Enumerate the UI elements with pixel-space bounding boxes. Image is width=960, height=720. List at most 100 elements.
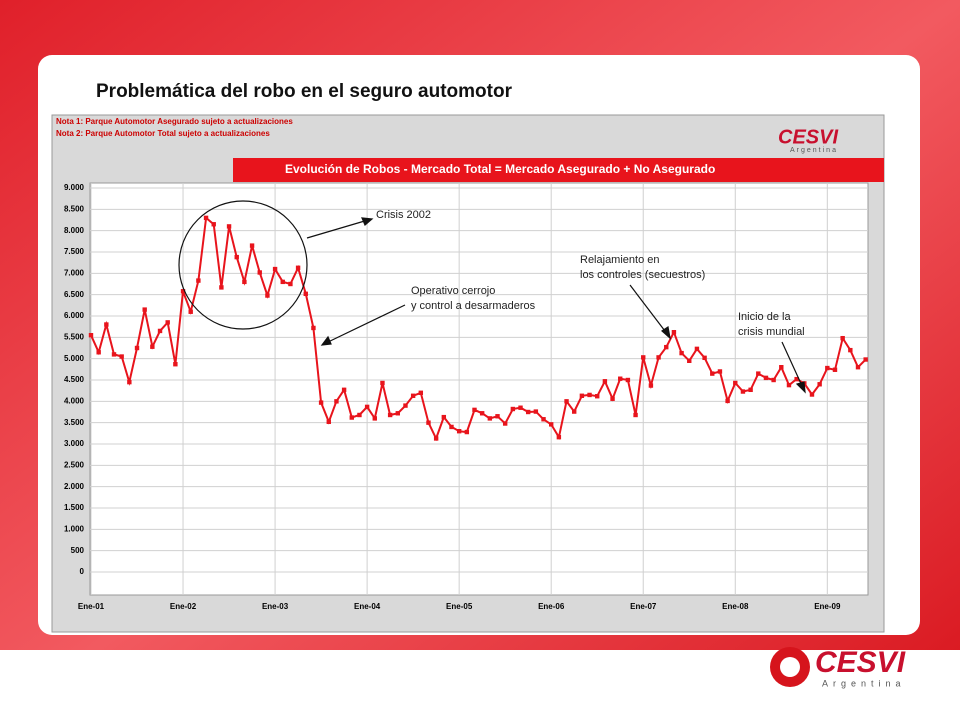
point: [825, 365, 830, 371]
plot: 0 500 1.000 1.500 2.000 2.500 3.000 3.500 4.000 4…: [64, 183, 868, 611]
point: [272, 266, 278, 272]
point: [679, 350, 684, 356]
point: [610, 396, 615, 401]
point: [142, 307, 147, 312]
highlight-circle: [178, 200, 308, 330]
point: [249, 243, 255, 248]
point: [572, 409, 577, 414]
point: [464, 429, 470, 435]
y-tick-label: 3.500: [64, 418, 85, 427]
x-tick-label: Ene-02: [170, 602, 197, 611]
point: [288, 281, 293, 287]
point: [771, 377, 776, 383]
point: [433, 436, 439, 441]
y-tick-label: 4.500: [64, 375, 85, 384]
note: Nota 2: Parque Automotor Total sujeto a …: [56, 129, 270, 138]
point: [349, 415, 354, 420]
point: [648, 383, 654, 388]
point: [165, 320, 170, 325]
point: [656, 355, 661, 360]
point: [525, 409, 531, 415]
point: [687, 358, 692, 363]
point: [817, 382, 822, 387]
y-tick-label: 3.000: [64, 439, 85, 448]
y-tick-label: 9.000: [64, 183, 85, 192]
annotation: Relajamiento en: [580, 254, 660, 266]
slide-title: Problemática del robo en el seguro autom…: [96, 81, 513, 102]
y-tick-label: 8.500: [64, 204, 85, 213]
point: [418, 390, 424, 395]
point: [449, 424, 454, 430]
y-tick-label: 7.000: [64, 268, 85, 277]
point: [587, 392, 592, 398]
point: [157, 328, 163, 334]
point: [633, 412, 638, 418]
annotation: Crisis 2002: [376, 209, 431, 221]
point: [364, 404, 370, 410]
chart-title: Evolución de Robos - Mercado Total = Mer…: [285, 162, 715, 176]
annotation: los controles (secuestros): [580, 269, 705, 281]
point: [88, 333, 94, 338]
annotation: Inicio de la: [738, 311, 791, 323]
point: [257, 270, 262, 275]
point: [671, 330, 677, 335]
y-tick-label: 7.500: [64, 247, 85, 256]
y-tick-label: 5.500: [64, 332, 85, 341]
point: [564, 399, 569, 404]
point: [487, 416, 493, 421]
point: [318, 400, 324, 405]
point: [518, 405, 523, 410]
point: [295, 265, 301, 270]
point: [134, 345, 140, 351]
point: [203, 215, 209, 221]
point: [96, 350, 101, 355]
point: [717, 369, 723, 374]
point: [733, 380, 738, 386]
x-tick-label: Ene-03: [262, 602, 289, 611]
y-tick-label: 500: [71, 546, 85, 555]
point: [495, 414, 500, 419]
x-tick-label: Ene-05: [446, 602, 473, 611]
annotation: crisis mundial: [738, 326, 805, 338]
point: [395, 411, 400, 416]
point: [188, 309, 193, 314]
point: [809, 392, 815, 397]
y-tick-label: 2.000: [64, 482, 85, 491]
point: [625, 377, 631, 383]
y-tick-label: 2.500: [64, 460, 85, 469]
y-tick-label: 1.500: [64, 503, 85, 512]
point: [127, 379, 132, 385]
point: [334, 399, 339, 404]
point: [387, 412, 393, 418]
point: [242, 279, 247, 285]
point: [410, 393, 416, 398]
point: [641, 355, 646, 360]
y-tick-label: 0: [80, 567, 85, 576]
point: [725, 398, 730, 404]
point: [403, 403, 408, 408]
y-tick-label: 1.000: [64, 524, 85, 533]
point: [280, 279, 285, 285]
logo-sub: Argentina: [822, 678, 906, 688]
point: [111, 352, 117, 357]
point: [441, 414, 447, 420]
y-tick-label: 8.000: [64, 226, 85, 235]
point: [196, 278, 201, 283]
point: [602, 379, 608, 384]
point: [119, 354, 124, 359]
point: [779, 365, 784, 370]
point: [341, 387, 347, 393]
x-tick-label: Ene-01: [78, 602, 105, 611]
annotation: Operativo cerrojo: [411, 285, 495, 297]
point: [855, 365, 861, 370]
point: [357, 412, 362, 418]
note: Nota 1: Parque Automotor Asegurado sujet…: [56, 117, 293, 126]
point: [265, 293, 270, 298]
point: [863, 357, 868, 362]
point: [740, 389, 746, 394]
point: [472, 407, 477, 413]
logo-name: CESVI: [778, 126, 838, 148]
point: [510, 406, 516, 412]
x-tick-label: Ene-07: [630, 602, 657, 611]
point: [426, 420, 431, 425]
